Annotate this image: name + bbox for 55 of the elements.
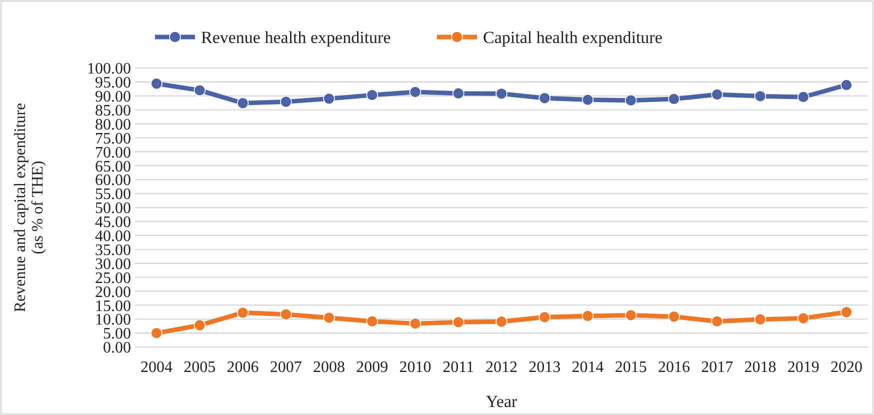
point (754, 90, 766, 102)
point (150, 327, 162, 339)
x-tick-label: 2013 (528, 359, 561, 376)
point (538, 92, 551, 104)
point (754, 313, 766, 326)
point (194, 319, 206, 332)
point (409, 318, 422, 330)
point (280, 308, 292, 320)
x-tick-label: 2016 (658, 359, 690, 376)
point (236, 306, 249, 319)
x-tick-label: 2018 (744, 359, 776, 376)
x-tick-label: 2004 (140, 359, 173, 376)
point (236, 97, 249, 110)
point (194, 84, 206, 96)
point (582, 94, 594, 106)
point (624, 94, 637, 106)
point (452, 87, 464, 100)
x-tick-label: 2015 (614, 359, 647, 376)
point (366, 315, 378, 328)
legend-label: Revenue health expenditure (201, 28, 391, 47)
x-tick-label: 2011 (442, 359, 474, 376)
x-tick-label: 2014 (572, 359, 604, 376)
point (409, 86, 422, 98)
point (538, 311, 551, 324)
x-tick-label: 2005 (184, 359, 216, 376)
point (280, 96, 292, 108)
x-tick-label: 2006 (226, 359, 259, 376)
x-tick-label: 2012 (486, 359, 518, 376)
x-tick-label: 2009 (356, 359, 388, 376)
point (150, 78, 162, 90)
point (840, 306, 852, 318)
point (582, 310, 594, 322)
point (797, 312, 810, 324)
x-tick-label: 2010 (399, 359, 432, 376)
point (452, 316, 464, 328)
x-tick-label: 2008 (313, 359, 346, 376)
point (668, 93, 680, 105)
point (323, 312, 335, 324)
x-tick-label: 2019 (787, 359, 820, 376)
point (496, 88, 508, 100)
point (366, 89, 378, 101)
point (323, 92, 335, 105)
point (797, 91, 810, 103)
point (496, 316, 508, 328)
point (668, 310, 680, 322)
point (840, 79, 852, 91)
x-tick-label: 2017 (701, 359, 734, 376)
legend-label: Capital health expenditure (483, 28, 662, 47)
point (711, 88, 723, 100)
x-tick-label: 2007 (270, 359, 302, 376)
x-tick-label: 2020 (830, 359, 862, 376)
x-axis-title: Year (486, 392, 518, 411)
point (711, 315, 723, 328)
point (624, 309, 637, 322)
y-axis-title: Revenue and capital expenditure (as % of THE) (12, 102, 47, 312)
